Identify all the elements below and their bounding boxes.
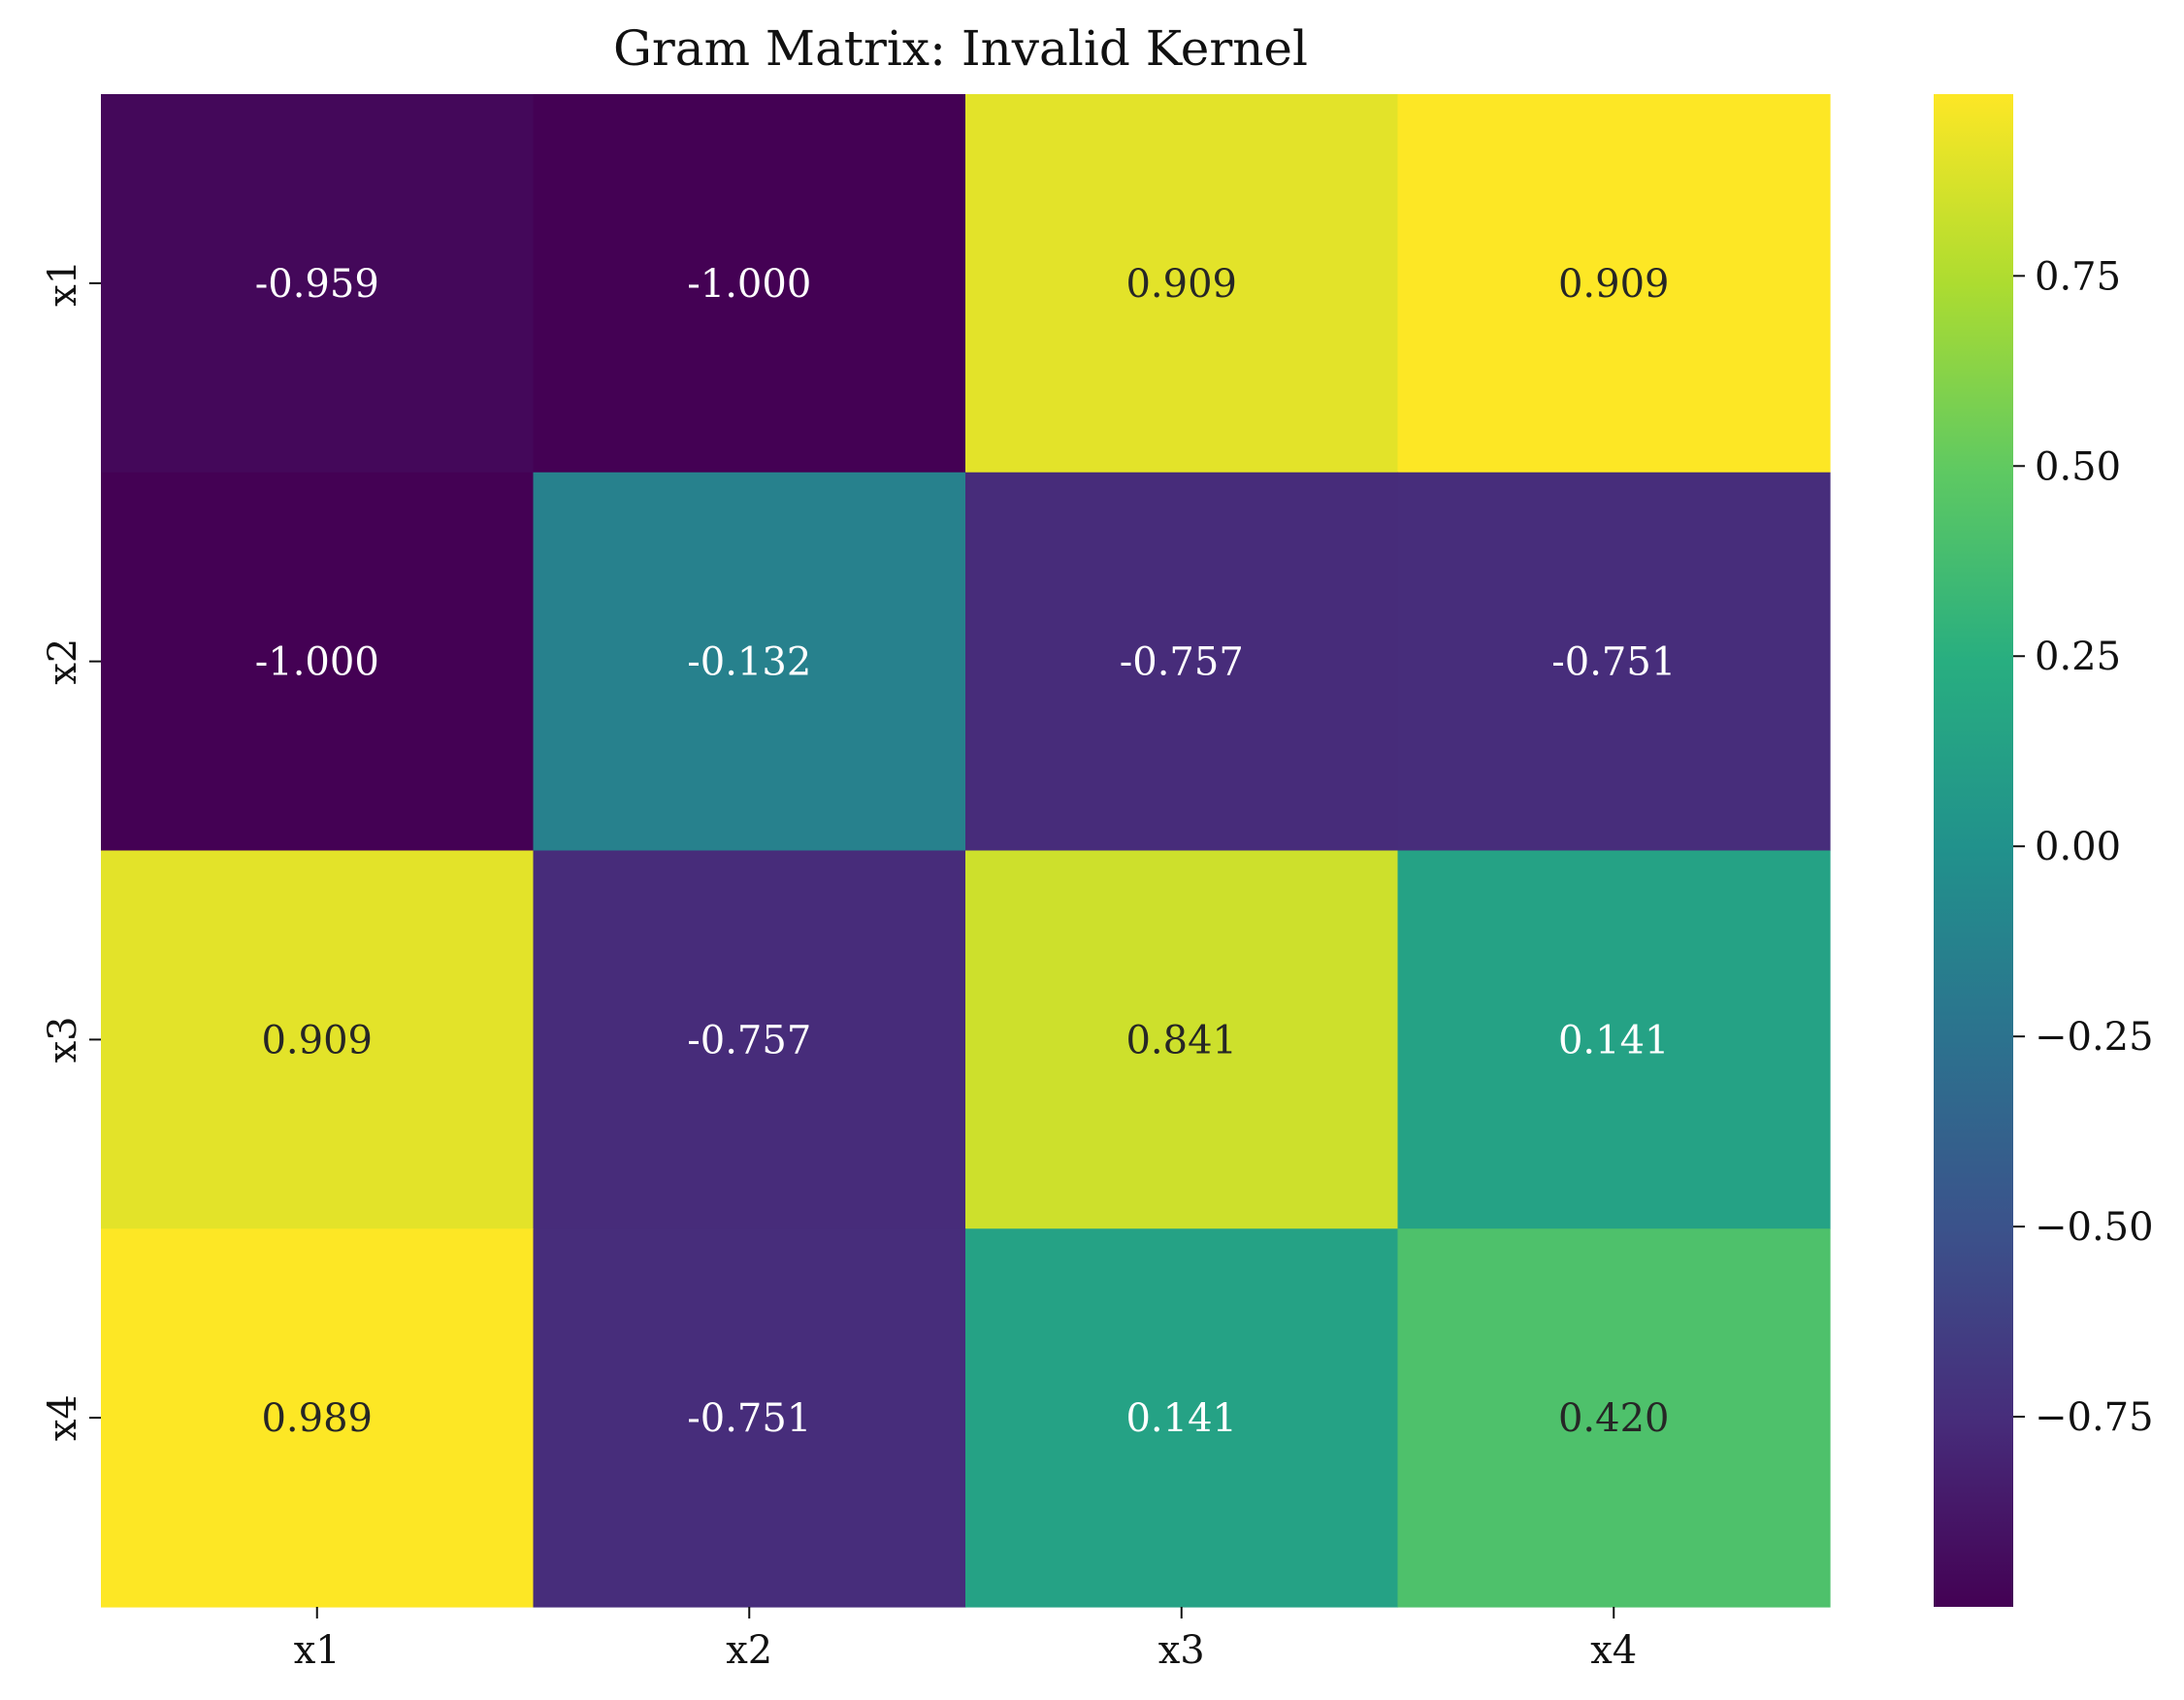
cell-value-label: -0.757 [687, 1018, 811, 1062]
cell-value-label: -1.000 [255, 640, 379, 685]
colorbar-tick-label: −0.25 [2035, 1015, 2154, 1060]
colorbar-tick-label: 0.25 [2035, 635, 2121, 679]
heatmap-cell [965, 94, 1399, 474]
y-tick-label: x4 [41, 1394, 85, 1441]
heatmap-cell-labels: -0.959 -1.000 0.909 0.909 -1.000 -0.132 -0.757… [255, 262, 1677, 1441]
heatmap-cell [101, 1228, 535, 1608]
cell-value-label: -0.132 [687, 640, 811, 685]
heatmap-cell [965, 850, 1399, 1229]
heatmap-cell [965, 1228, 1399, 1608]
colorbar-ticks: 0.75 0.50 0.25 0.00 −0.25 −0.50 −0.75 [2013, 254, 2154, 1440]
heatmap-cell [1397, 94, 1831, 474]
chart-title: Gram Matrix: Invalid Kernel [613, 20, 1308, 77]
heatmap-cell [533, 94, 966, 474]
cell-value-label: 0.989 [261, 1396, 373, 1441]
x-tick-label: x2 [726, 1628, 772, 1673]
cell-value-label: 0.420 [1558, 1396, 1670, 1441]
colorbar-tick-label: −0.50 [2035, 1205, 2154, 1250]
cell-value-label: -0.959 [255, 262, 379, 307]
cell-value-label: 0.909 [261, 1018, 373, 1062]
heatmap-cell [965, 472, 1399, 852]
colorbar: 0.75 0.50 0.25 0.00 −0.25 −0.50 −0.75 [1934, 94, 2154, 1607]
cell-value-label: -0.751 [1551, 640, 1676, 685]
x-axis: x1 x2 x3 x4 [294, 1607, 1637, 1673]
y-tick-label: x3 [41, 1016, 85, 1062]
x-tick-label: x3 [1158, 1628, 1205, 1673]
heatmap-cell [533, 850, 966, 1229]
cell-value-label: -0.757 [1120, 640, 1244, 685]
colorbar-tick-label: 0.75 [2035, 254, 2121, 299]
heatmap-cell [533, 472, 966, 852]
heatmap-cell [101, 94, 535, 474]
heatmap-cell [533, 1228, 966, 1608]
colorbar-tick-label: 0.50 [2035, 444, 2121, 489]
heatmap-cell [101, 850, 535, 1229]
cell-value-label: 0.909 [1558, 262, 1670, 307]
cell-value-label: -1.000 [687, 262, 811, 307]
x-tick-label: x1 [294, 1628, 341, 1673]
cell-value-label: 0.909 [1125, 262, 1237, 307]
y-axis: x1 x2 x3 x4 [41, 260, 101, 1441]
heatmap-cell [1397, 472, 1831, 852]
y-tick-label: x2 [41, 638, 85, 685]
cell-value-label: 0.841 [1125, 1018, 1237, 1062]
heatmap-cell [101, 472, 535, 852]
x-tick-label: x4 [1590, 1628, 1637, 1673]
heatmap-cell [1397, 850, 1831, 1229]
colorbar-tick-label: 0.00 [2035, 825, 2121, 869]
cell-value-label: 0.141 [1558, 1018, 1670, 1062]
y-tick-label: x1 [41, 260, 85, 307]
heatmap-cell [1397, 1228, 1831, 1608]
heatmap-cells [101, 94, 1831, 1608]
colorbar-tick-label: −0.75 [2035, 1395, 2154, 1440]
colorbar-gradient [1934, 94, 2013, 1607]
cell-value-label: 0.141 [1125, 1396, 1237, 1441]
cell-value-label: -0.751 [687, 1396, 811, 1441]
